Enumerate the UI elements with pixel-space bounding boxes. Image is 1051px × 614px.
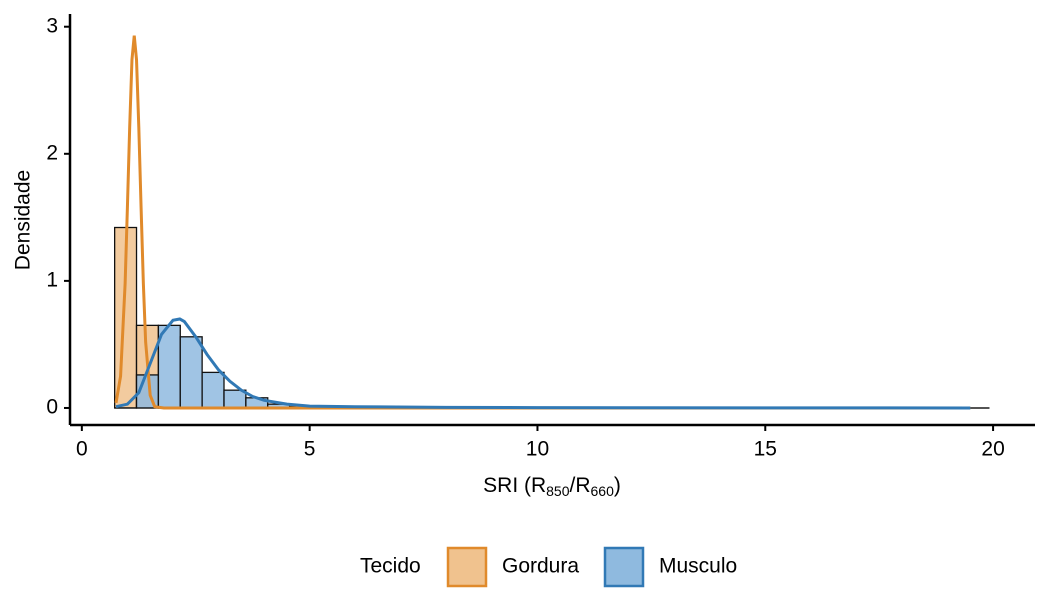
- histogram-bar: [179, 336, 203, 409]
- y-tick-label: 0: [46, 396, 58, 419]
- x-tick-label: 10: [526, 438, 549, 461]
- x-tick-label: 0: [76, 438, 88, 461]
- x-axis-label-part: ): [614, 474, 621, 497]
- histogram-bar: [201, 371, 225, 409]
- x-axis-label-part: /R: [570, 474, 591, 497]
- x-axis-label-part: 660: [591, 483, 615, 499]
- x-axis-label-part: 850: [546, 483, 570, 499]
- legend-label: Musculo: [659, 555, 737, 578]
- density-line: [114, 35, 971, 410]
- y-axis-label: Densidade: [12, 170, 35, 270]
- y-tick-label: 1: [46, 268, 58, 291]
- legend-key: [603, 546, 645, 588]
- x-tick-label: 5: [304, 438, 316, 461]
- legend-key: [446, 546, 488, 588]
- legend-title: Tecido: [360, 555, 421, 578]
- legend-label: Gordura: [502, 555, 579, 578]
- x-axis-label: SRI (R850/R660): [483, 474, 621, 499]
- y-tick-label: 3: [46, 14, 58, 37]
- x-tick-label: 15: [754, 438, 777, 461]
- x-axis-label-part: SRI (R: [483, 474, 546, 497]
- x-tick-label: 20: [981, 438, 1004, 461]
- histogram-bar: [223, 389, 247, 409]
- y-tick-label: 2: [46, 141, 58, 164]
- density-line: [115, 317, 971, 410]
